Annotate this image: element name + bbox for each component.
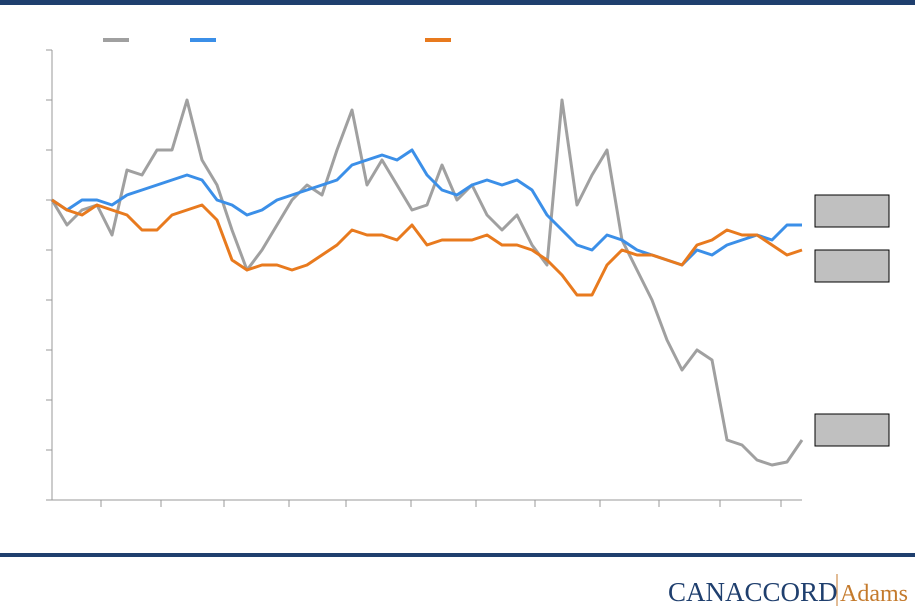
bottom-rule bbox=[0, 553, 915, 557]
logo-name: CANACCORD bbox=[668, 577, 838, 607]
series-line bbox=[50, 98, 804, 467]
series-line bbox=[51, 198, 803, 297]
label-boxes bbox=[814, 194, 890, 447]
top-rule bbox=[0, 0, 915, 5]
series-line bbox=[51, 148, 802, 267]
logo-suffix: Adams bbox=[840, 581, 908, 607]
x-ticks bbox=[100, 500, 782, 507]
